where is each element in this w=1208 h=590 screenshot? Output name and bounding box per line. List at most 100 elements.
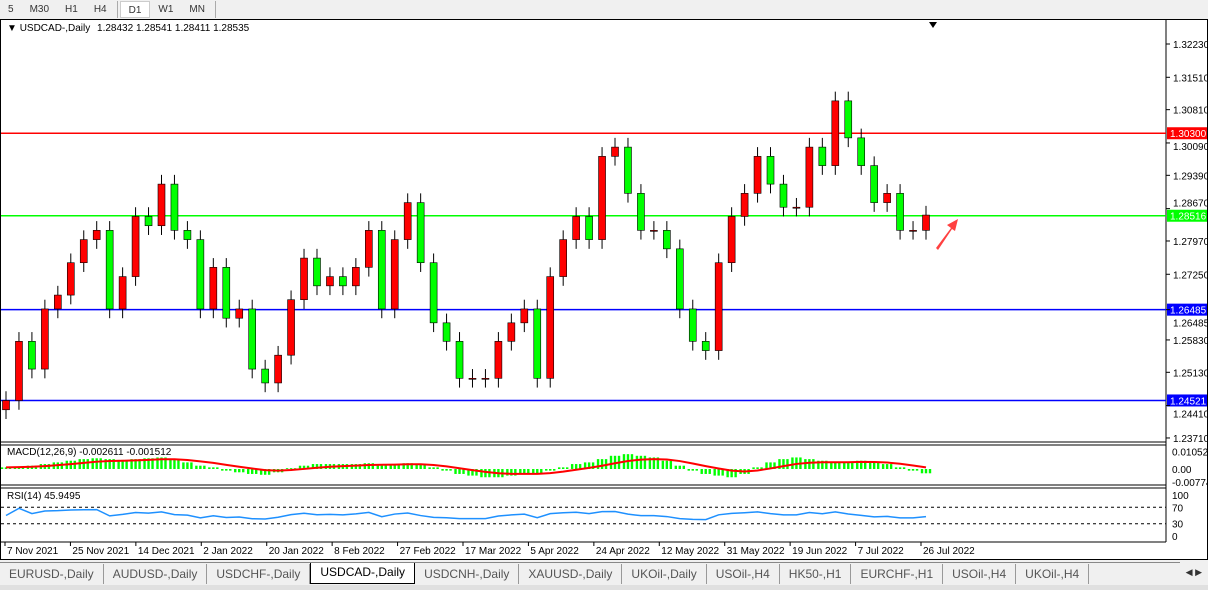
candle-body <box>779 183 788 208</box>
macd-histogram-bar <box>99 458 102 469</box>
macd-histogram-bar <box>635 455 639 469</box>
macd-histogram-bar <box>519 469 522 474</box>
collapse-triangle-icon[interactable]: ▼ <box>7 23 17 34</box>
macd-histogram-bar <box>838 462 841 469</box>
macd-histogram-bar <box>669 460 673 469</box>
macd-histogram-bar <box>851 462 854 469</box>
macd-histogram-bar <box>928 469 932 474</box>
rsi-line <box>5 507 927 521</box>
macd-histogram-bar <box>600 459 604 469</box>
macd-histogram-bar <box>856 460 859 469</box>
timeframe-mn[interactable]: MN <box>189 4 205 15</box>
macd-histogram-bar <box>565 467 569 469</box>
macd-histogram-bar <box>86 459 89 469</box>
tab-scroll-arrows[interactable]: ◀ ▶ <box>1185 567 1202 577</box>
chart-tab[interactable]: USOil-,H4 <box>943 564 1017 584</box>
candle-body <box>41 308 49 370</box>
date-tick-label: 8 Feb 2022 <box>334 546 385 557</box>
timeframe-m30[interactable]: M30 <box>29 4 50 15</box>
chart-tab[interactable]: USOil-,H4 <box>707 564 780 584</box>
candle-body <box>326 276 334 287</box>
price-tick-label: 1.31510 <box>1173 73 1207 84</box>
date-tick-label: 5 Apr 2022 <box>530 546 579 557</box>
chart-tab[interactable]: EURCHF-,H1 <box>851 564 944 584</box>
macd-histogram-bar <box>212 467 215 469</box>
status-strip <box>0 585 1208 590</box>
chart-tab[interactable]: UKOil-,Daily <box>622 564 707 584</box>
chart-tab[interactable]: AUDUSD-,Daily <box>104 564 208 584</box>
macd-histogram-bar <box>186 462 189 469</box>
macd-histogram-bar <box>173 459 176 469</box>
macd-histogram-bar <box>532 469 535 474</box>
timeframe-h4[interactable]: H4 <box>93 4 107 15</box>
macd-histogram-bar <box>254 469 258 474</box>
price-tick-label: 1.32230 <box>1173 40 1207 51</box>
macd-histogram-bar <box>112 459 115 469</box>
candle-body <box>248 308 256 370</box>
rsi-tick-label: 0 <box>1172 532 1178 543</box>
date-tick-label: 26 Jul 2022 <box>923 546 975 557</box>
macd-histogram-bar <box>238 469 241 473</box>
date-tick-label: 24 Apr 2022 <box>596 546 650 557</box>
macd-histogram-bar <box>234 469 237 473</box>
macd-histogram-bar <box>812 459 815 469</box>
candle-body <box>533 308 542 379</box>
macd-histogram-bar <box>225 469 228 471</box>
candle-body <box>261 368 269 384</box>
macd-signal-line <box>5 458 927 475</box>
chart-tab[interactable]: USDCNH-,Daily <box>415 564 520 584</box>
candle-body <box>131 216 140 277</box>
macd-tick-label: 0.00 <box>1172 465 1192 476</box>
macd-histogram-bar <box>907 469 911 471</box>
candle-body <box>844 100 853 139</box>
candle-body <box>118 276 127 310</box>
macd-histogram-bar <box>920 469 924 474</box>
chart-tab[interactable]: XAUUSD-,Daily <box>519 564 623 584</box>
candle-body <box>585 216 593 240</box>
candle-body <box>922 214 930 231</box>
macd-histogram-bar <box>151 458 154 469</box>
macd-histogram-bar <box>91 458 94 469</box>
macd-histogram-bar <box>190 462 193 469</box>
macd-histogram-bar <box>428 467 431 469</box>
timeframe-5[interactable]: 5 <box>8 4 14 15</box>
macd-histogram-bar <box>1 467 4 469</box>
chart-tab[interactable]: USDCHF-,Daily <box>207 564 311 584</box>
chart-tab[interactable]: UKOil-,H4 <box>1016 564 1090 584</box>
candle-body <box>611 146 619 157</box>
chart-tab[interactable]: EURUSD-,Daily <box>0 564 104 584</box>
macd-histogram-bar <box>73 460 76 469</box>
macd-histogram-bar <box>583 462 587 469</box>
timeframe-h1[interactable]: H1 <box>65 4 78 15</box>
chart-tab[interactable]: HK50-,H1 <box>780 564 852 584</box>
macd-histogram-bar <box>769 462 772 469</box>
chart-window[interactable]: 1.30300 1.28516 1.26485 1.24521 1.32230 1.315… <box>0 19 1208 560</box>
timeframe-d1[interactable]: D1 <box>119 1 151 18</box>
chart-tabs: EURUSD-,Daily AUDUSD-,Daily USDCHF-,Daily U… <box>0 562 1180 584</box>
date-tick-label: 7 Nov 2021 <box>7 546 59 557</box>
macd-tick-label: 0.01052 <box>1172 448 1207 459</box>
timeframe-w1[interactable]: W1 <box>158 4 174 15</box>
macd-histogram-bar <box>397 464 400 469</box>
macd-histogram-bar <box>596 459 600 469</box>
candle-body <box>287 299 295 356</box>
price-tick-label: 1.30090 <box>1173 142 1207 153</box>
macd-histogram-bar <box>911 469 915 471</box>
price-tick-label: 1.23710 <box>1173 434 1207 445</box>
macd-histogram-bar <box>756 467 759 469</box>
candle-body <box>676 248 684 310</box>
candle-body <box>92 230 101 240</box>
candle-body <box>766 156 775 185</box>
candle-body <box>546 276 555 379</box>
macd-histogram-bar <box>164 457 167 469</box>
macd-histogram-bar <box>177 459 180 469</box>
chart-canvas[interactable]: 1.30300 1.28516 1.26485 1.24521 1.32230 1.315… <box>1 20 1207 559</box>
macd-histogram-bar <box>661 460 665 469</box>
macd-histogram-bar <box>143 458 146 469</box>
macd-histogram-bar <box>902 467 906 469</box>
chart-tab[interactable]: USDCAD-,Daily <box>310 563 416 584</box>
macd-histogram-bar <box>894 467 898 469</box>
macd-histogram-bar <box>454 469 457 474</box>
candle-body <box>714 262 723 351</box>
macd-histogram-bar <box>864 460 867 469</box>
